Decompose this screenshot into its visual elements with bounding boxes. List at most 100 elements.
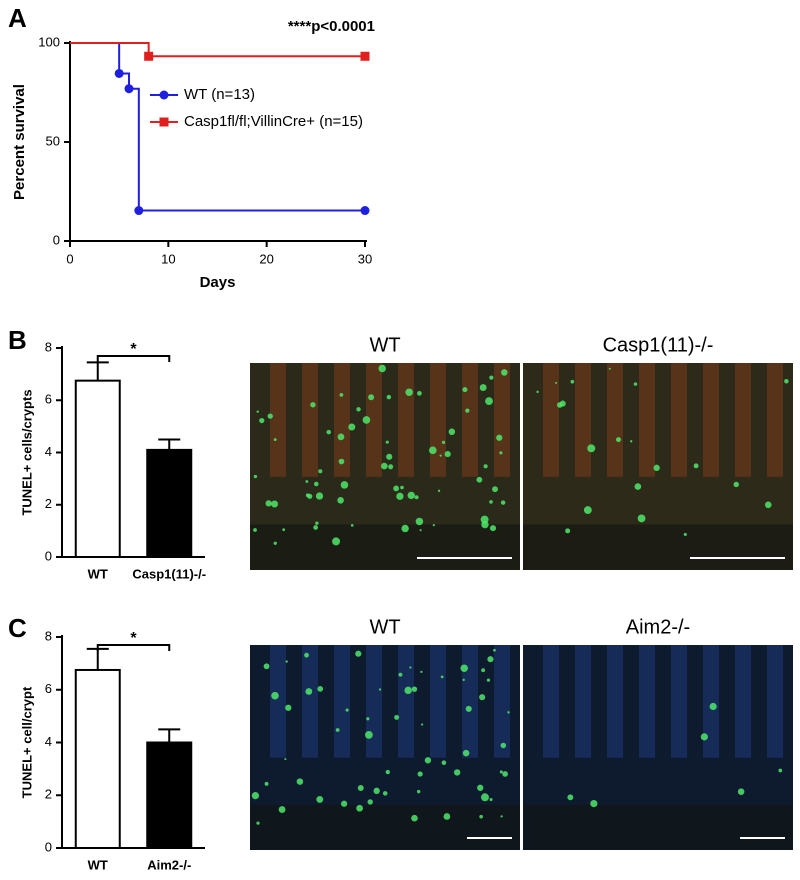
tunel-dot: [567, 794, 574, 801]
tunel-dot: [282, 528, 286, 532]
tunel-dot: [378, 688, 382, 691]
tunel-dot: [487, 656, 494, 663]
tunel-dot: [350, 523, 354, 527]
tunel-dot: [489, 525, 497, 532]
tunel-dot: [432, 524, 435, 527]
tunel-dot: [419, 529, 422, 532]
y-tick-label: 2: [45, 496, 52, 511]
tunel-dot: [285, 704, 292, 711]
villus: [639, 645, 655, 758]
villus: [494, 363, 510, 477]
tunel-dot: [733, 481, 739, 488]
tunel-dot: [345, 708, 349, 712]
tunel-dot: [437, 489, 441, 492]
y-axis-label: TUNEL+ cells/crypts: [19, 389, 34, 515]
tunel-dot: [388, 464, 394, 470]
tunel-dot: [486, 678, 491, 682]
tunel-dot: [362, 416, 371, 424]
tunel-dot: [421, 723, 424, 726]
tunel-dot: [340, 800, 348, 807]
tunel-dot: [483, 464, 488, 469]
x-tick-label: Casp1(11)-/-: [132, 566, 206, 581]
tunel-dot: [414, 495, 419, 500]
tunel-dot: [315, 521, 319, 525]
tunel-dot: [337, 433, 345, 441]
tunel-dot: [444, 451, 451, 458]
tunel-dot: [356, 804, 363, 812]
tunel-dot: [271, 691, 279, 700]
legend-label: WT (n=13): [184, 86, 255, 103]
villus: [270, 645, 286, 758]
tunel-dot: [263, 663, 270, 670]
bar: [146, 448, 193, 559]
tunel-dot: [462, 387, 468, 393]
tunel-dot: [502, 771, 508, 777]
tunel-dot: [356, 407, 361, 412]
tunel-dot: [365, 730, 373, 739]
tunel-dot: [429, 446, 437, 455]
y-tick-label: 50: [46, 133, 60, 148]
y-tick-label: 0: [45, 839, 52, 854]
tunel-dot: [318, 469, 323, 474]
y-tick-label: 100: [38, 34, 60, 49]
x-tick-label: WT: [88, 857, 108, 872]
tunel-dot: [570, 379, 575, 384]
x-tick-label: WT: [88, 566, 108, 581]
tunel-dot: [407, 491, 415, 500]
tunel-dot: [405, 388, 413, 397]
villus: [543, 363, 559, 477]
tunel-dot: [633, 382, 638, 386]
tunel-dot: [417, 771, 423, 777]
tunel-dot: [764, 501, 772, 509]
tunel-dot: [265, 500, 272, 507]
tunel-dot: [386, 394, 392, 400]
tunel-dot: [501, 369, 508, 376]
tunel-dot: [439, 454, 442, 457]
tunel-dot: [737, 788, 745, 795]
tunel-dot: [500, 815, 503, 818]
tunel-dot: [489, 500, 493, 504]
tunel-dot: [315, 492, 324, 500]
tunel-dot: [394, 714, 400, 720]
villus: [735, 363, 751, 477]
tunel-dot: [709, 702, 717, 711]
x-tick-label: 0: [66, 251, 73, 266]
tunel-dot: [453, 769, 461, 776]
tunel-dot: [493, 648, 496, 652]
tunel-dot: [398, 672, 403, 677]
tunel-dot: [256, 821, 260, 825]
tunel-dot: [332, 537, 341, 546]
tunel-dot: [335, 728, 340, 732]
tunel-dot: [271, 500, 279, 508]
x-tick-label: Aim2-/-: [147, 857, 191, 872]
tunel-dot: [479, 814, 483, 819]
tunel-dot: [481, 668, 486, 673]
legend-marker: [159, 90, 169, 100]
y-tick-label: 0: [53, 232, 60, 247]
tunel-dot: [479, 694, 486, 701]
tunel-dot: [401, 524, 409, 533]
tunel-dot: [264, 781, 269, 786]
bar: [74, 668, 121, 849]
tunel-dot: [462, 749, 470, 757]
tunel-dot: [278, 806, 286, 813]
tunel-dot: [267, 413, 273, 419]
y-tick-label: 8: [45, 628, 52, 643]
tunel-dot: [416, 789, 421, 794]
villus: [334, 363, 350, 477]
tunel-dot: [284, 758, 287, 761]
tunel-dot: [366, 717, 370, 721]
survival-line: [70, 42, 365, 58]
tunel-dot: [565, 528, 571, 534]
y-tick-label: 6: [45, 392, 52, 407]
tunel-dot: [441, 440, 446, 444]
villus: [270, 363, 286, 477]
villus: [575, 363, 591, 477]
tunel-dot: [420, 670, 423, 674]
image-caption: WT: [369, 616, 400, 638]
tunel-dot: [476, 476, 483, 483]
tunel-dot: [313, 525, 319, 530]
lumen: [523, 524, 793, 570]
tunel-dot: [396, 492, 404, 500]
villus: [462, 363, 478, 477]
